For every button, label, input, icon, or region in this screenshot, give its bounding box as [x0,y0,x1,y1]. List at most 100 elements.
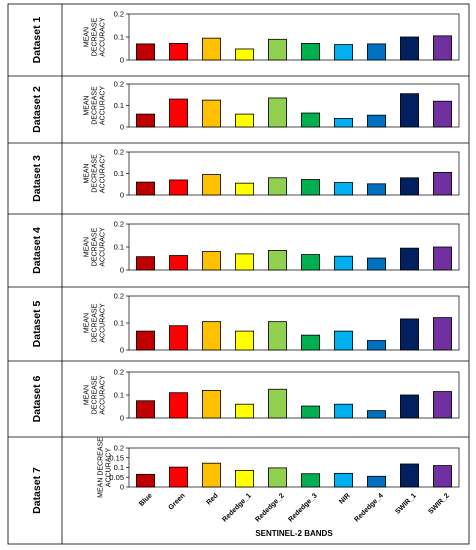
dataset-label: Dataset 7 [31,467,43,514]
bar-rededge-2 [268,38,287,61]
bar-swir-2 [433,35,452,61]
y-axis-label-line: ACCURACY [100,154,107,194]
bar-rededge-4 [367,183,386,196]
y-tick-label: 0.2 [114,148,124,157]
bar-blue [136,400,155,419]
y-axis-label-line: ACCURACY [100,375,107,415]
y-axis-label-line: DECREASE [92,227,99,266]
bar-nir [334,330,353,351]
bar-blue [136,473,155,488]
x-tick-label: Rededge_3 [287,492,318,523]
y-axis-label: MEANDECREASEACCURACY [84,154,107,194]
bar-rededge-1 [235,113,254,128]
y-axis-label-line: DECREASE [92,17,99,56]
bar-swir-1 [400,394,419,419]
x-axis-title: SENTINEL-2 BANDS [255,529,333,538]
y-tick-label: 0.2 [114,368,124,377]
y-tick-label: 0 [120,414,124,423]
bar-nir [334,118,353,128]
bar-red [202,389,221,419]
bar-blue [136,256,155,271]
bar-rededge-4 [367,257,386,271]
bar-swir-2 [433,317,452,351]
x-tick-label: Rededge_2 [254,492,285,523]
y-axis-label-line: MEAN [84,313,91,333]
y-axis-label-line: ACCURACY [100,227,107,267]
x-tick-label: Blue [138,492,154,508]
bar-red [202,174,221,196]
bar-rededge-2 [268,467,287,488]
bar-rededge-2 [268,177,287,196]
y-axis-label: MEANDECREASEACCURACY [84,303,107,343]
dataset-label: Dataset 1 [31,17,43,64]
bar-rededge-4 [367,43,386,61]
y-axis-label-line: DECREASE [92,303,99,342]
y-tick-label: 0.1 [114,391,124,400]
y-tick-label: 0.1 [114,243,124,252]
y-axis-label-line: DECREASE [92,86,99,125]
bar-green [169,179,188,196]
bar-swir-2 [433,465,452,488]
y-tick-label: 0.2 [114,220,124,229]
y-axis-label-line: MEAN [84,385,91,405]
y-tick-label: 0 [120,191,124,200]
dataset-label: Dataset 2 [31,86,43,133]
bar-rededge-3 [301,43,320,61]
y-tick-label: 0.05 [109,473,124,482]
x-tick-label: SWIR_1 [394,492,417,515]
y-tick-label: 0.2 [114,292,124,301]
bar-red [202,251,221,271]
dataset-label: Dataset 6 [31,376,43,423]
table-border [7,3,470,545]
bar-blue [136,113,155,128]
bar-swir-1 [400,247,419,271]
bar-green [169,325,188,351]
y-axis-label-line: ACCURACY [106,448,113,488]
dataset-label: Dataset 4 [31,227,43,274]
bar-nir [334,472,353,488]
dataset-label: Dataset 5 [31,301,43,348]
y-tick-label: 0.2 [114,80,124,89]
bar-rededge-4 [367,410,386,419]
y-tick-label: 0.1 [114,33,124,42]
bar-swir-2 [433,100,452,128]
y-axis-label-line: DECREASE [92,375,99,414]
bar-rededge-3 [301,179,320,196]
bar-rededge-2 [268,321,287,351]
bar-rededge-1 [235,330,254,351]
x-tick-label: Rededge_4 [353,492,384,523]
x-tick-label: Green [167,492,186,511]
x-tick-label: NIR [338,492,351,505]
bar-green [169,98,188,128]
bar-rededge-2 [268,250,287,271]
y-axis-label-line: MEAN [84,95,91,115]
y-axis-label-line: ACCURACY [100,303,107,343]
bar-swir-2 [433,246,452,271]
bar-rededge-4 [367,340,386,351]
bar-rededge-1 [235,470,254,488]
bar-blue [136,330,155,351]
bar-green [169,392,188,419]
bar-rededge-1 [235,48,254,61]
y-tick-label: 0 [120,56,124,65]
bar-green [169,43,188,61]
bar-blue [136,181,155,196]
y-axis-label-line: ACCURACY [100,17,107,57]
bar-rededge-3 [301,254,320,271]
y-tick-label: 0 [120,266,124,275]
y-axis-label: MEANDECREASEACCURACY [84,17,107,57]
y-tick-label: 0.15 [109,453,124,462]
bar-swir-1 [400,318,419,351]
y-axis-label: MEAN DECREASEACCURACY [98,437,113,498]
bar-green [169,255,188,271]
bar-rededge-1 [235,403,254,419]
bar-rededge-2 [268,97,287,128]
y-axis-label-line: ACCURACY [100,86,107,126]
bar-red [202,321,221,351]
bar-nir [334,255,353,271]
bar-rededge-3 [301,473,320,488]
x-tick-label: Rededge_1 [221,492,252,523]
bar-swir-2 [433,391,452,419]
y-tick-label: 0.2 [114,10,124,19]
